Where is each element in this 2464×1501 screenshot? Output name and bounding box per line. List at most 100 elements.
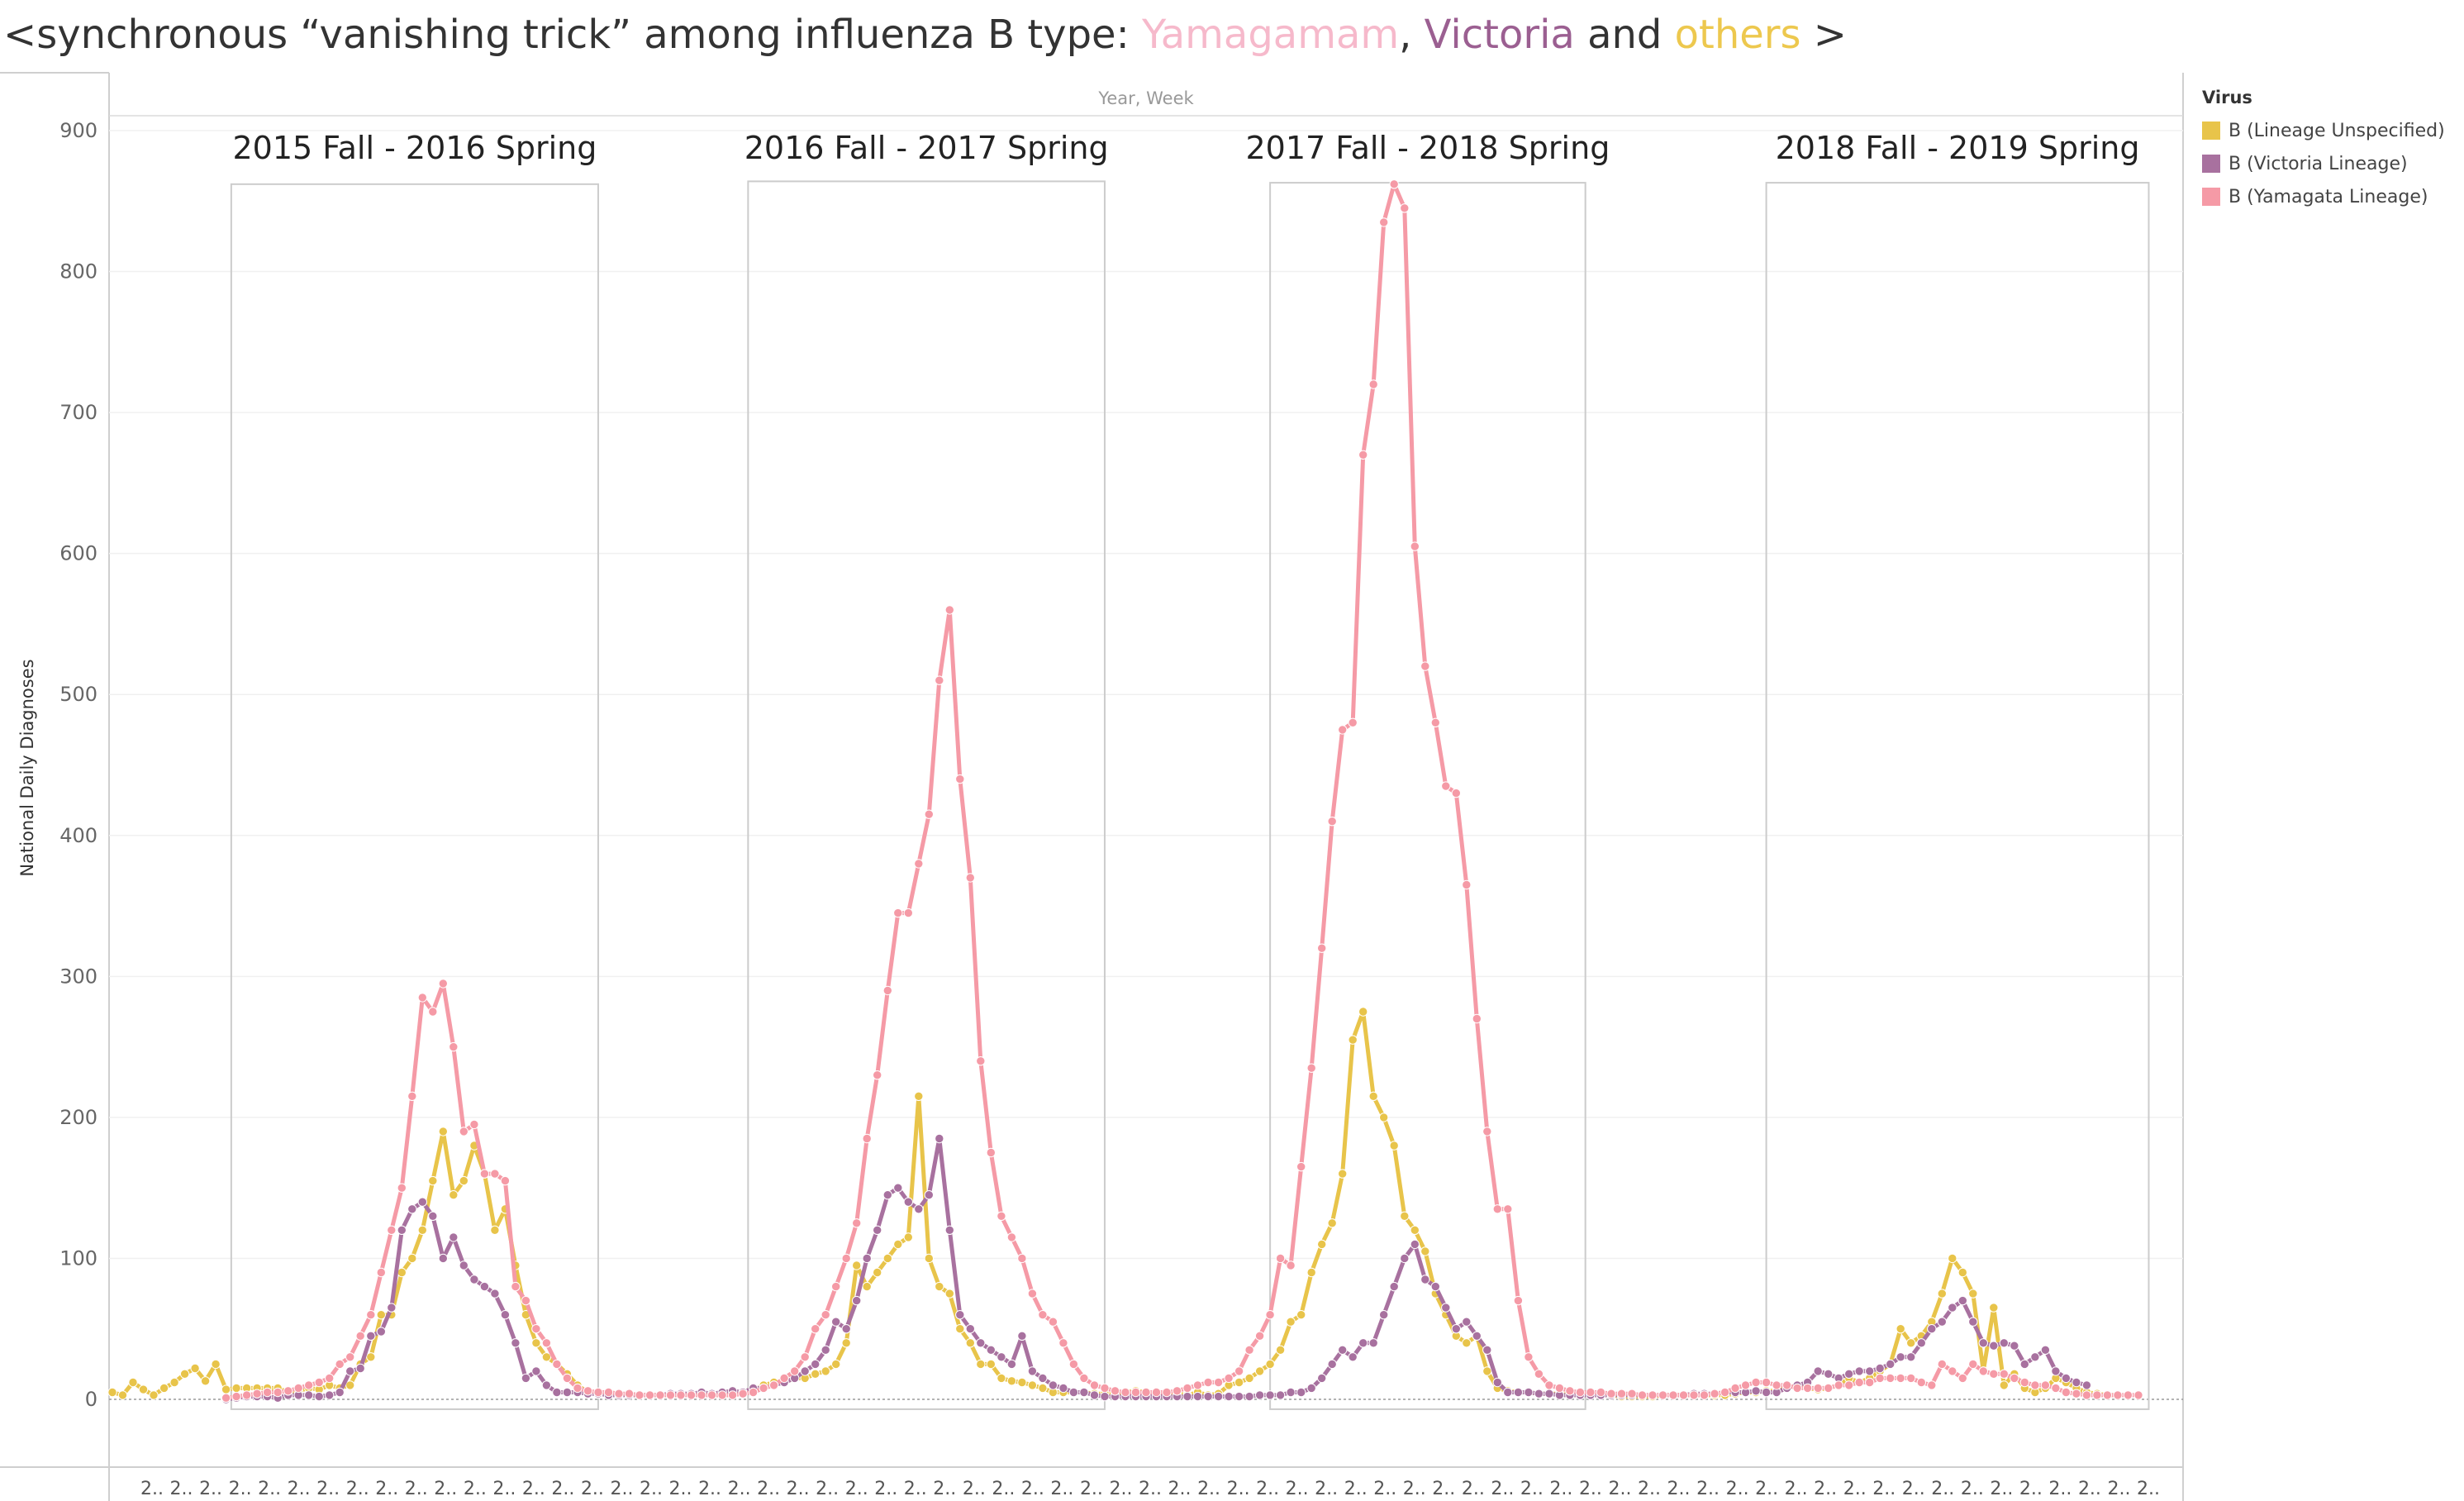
data-point: [831, 1359, 841, 1370]
data-point: [541, 1352, 552, 1362]
data-point: [1006, 1359, 1017, 1370]
x-tick-label: 2..: [1227, 1479, 1250, 1499]
data-point: [1275, 1253, 1286, 1264]
data-point: [1172, 1386, 1182, 1396]
x-tick-label: 2..: [1755, 1479, 1778, 1499]
data-point: [935, 675, 944, 685]
data-point: [428, 1175, 438, 1186]
legend-item-victoria[interactable]: B (Victoria Lineage): [2202, 147, 2445, 180]
data-point: [1224, 1373, 1234, 1384]
x-tick-label: 2..: [1549, 1479, 1572, 1499]
data-point: [1627, 1389, 1637, 1399]
data-point: [449, 1232, 459, 1242]
x-tick-label: 2..: [581, 1479, 604, 1499]
x-tick-label: 2..: [698, 1479, 721, 1499]
data-point: [1916, 1338, 1927, 1348]
data-point: [1534, 1389, 1544, 1399]
data-point: [1410, 1239, 1420, 1250]
data-point: [841, 1338, 851, 1348]
data-point: [1989, 1303, 1999, 1313]
data-point: [800, 1366, 810, 1376]
data-point: [852, 1295, 862, 1306]
data-point: [1192, 1391, 1203, 1402]
data-point: [241, 1390, 252, 1400]
data-point: [1358, 1007, 1368, 1017]
data-point: [531, 1324, 541, 1334]
data-point: [2030, 1352, 2040, 1362]
data-point: [1616, 1389, 1627, 1399]
data-point: [459, 1175, 469, 1186]
legend-item-unspecified[interactable]: B (Lineage Unspecified): [2202, 114, 2445, 147]
data-point: [1554, 1383, 1565, 1394]
data-point: [1544, 1389, 1554, 1399]
data-point: [603, 1387, 614, 1398]
data-point: [1368, 379, 1378, 389]
data-point: [1875, 1373, 1885, 1384]
x-tick-label: 2..: [258, 1479, 281, 1499]
data-point: [1358, 450, 1368, 460]
data-point: [924, 1190, 935, 1200]
data-point: [1999, 1380, 2010, 1390]
data-point: [211, 1359, 221, 1370]
data-point: [779, 1373, 789, 1384]
data-point: [1410, 541, 1420, 551]
data-point: [1720, 1387, 1730, 1398]
data-point: [1534, 1369, 1544, 1379]
data-point: [2010, 1373, 2019, 1384]
data-point: [882, 1190, 893, 1200]
x-tick-label: 2..: [1373, 1479, 1396, 1499]
data-point: [1781, 1380, 1792, 1390]
x-tick-label: 2..: [1696, 1479, 1720, 1499]
data-point: [1886, 1373, 1896, 1384]
title-victoria: Victoria: [1424, 12, 1575, 58]
data-point: [1482, 1345, 1492, 1356]
data-point: [1968, 1289, 1978, 1298]
data-point: [1379, 1113, 1389, 1122]
data-point: [790, 1366, 800, 1376]
data-point: [1751, 1386, 1761, 1396]
data-point: [1338, 725, 1348, 735]
data-point: [1006, 1232, 1017, 1242]
data-point: [2010, 1341, 2019, 1351]
data-point: [1699, 1390, 1710, 1400]
season-label: 2015 Fall - 2016 Spring: [232, 130, 597, 166]
legend-item-yamagata[interactable]: B (Yamagata Lineage): [2202, 180, 2445, 213]
data-point: [1544, 1380, 1554, 1390]
data-point: [1027, 1366, 1038, 1376]
data-point: [138, 1384, 149, 1394]
x-tick-label: 2..: [375, 1479, 398, 1499]
x-tick-label: 2..: [1814, 1479, 1837, 1499]
data-point: [449, 1041, 459, 1052]
x-tick-label: 2..: [1432, 1479, 1455, 1499]
data-point: [1441, 781, 1451, 791]
data-point: [511, 1338, 521, 1348]
x-tick-label: 2..: [170, 1479, 193, 1499]
data-point: [428, 1007, 438, 1017]
data-point: [397, 1183, 407, 1193]
legend-swatch-yamagata: [2202, 188, 2220, 206]
title-others: others: [1674, 12, 1801, 58]
x-tick-label: 2..: [1843, 1479, 1867, 1499]
data-point: [811, 1324, 821, 1334]
data-point: [1441, 1303, 1451, 1313]
season-label: 2017 Fall - 2018 Spring: [1245, 130, 1610, 166]
data-point: [469, 1275, 479, 1284]
data-point: [1482, 1366, 1492, 1376]
data-point: [1234, 1377, 1244, 1388]
data-point: [1348, 717, 1358, 727]
data-point: [1130, 1387, 1141, 1398]
data-point: [882, 985, 893, 996]
data-point: [965, 873, 976, 883]
data-point: [914, 859, 924, 869]
data-point: [231, 1383, 241, 1394]
data-point: [1513, 1387, 1524, 1398]
data-point: [169, 1377, 179, 1388]
data-point: [635, 1390, 645, 1400]
data-point: [511, 1281, 521, 1292]
data-point: [500, 1175, 511, 1186]
data-point: [2061, 1387, 2072, 1398]
data-point: [2102, 1390, 2113, 1400]
data-point: [1813, 1366, 1823, 1376]
data-point: [706, 1390, 717, 1400]
title-yamagata: Yamagamam: [1142, 12, 1400, 58]
